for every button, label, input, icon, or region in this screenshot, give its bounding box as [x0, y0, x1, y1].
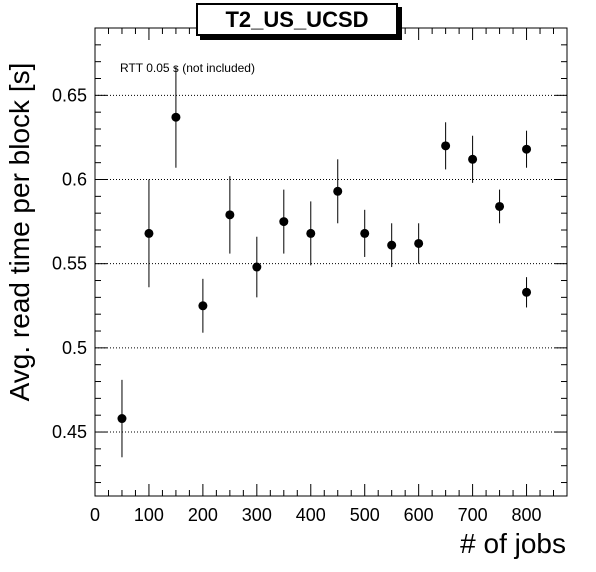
data-point — [360, 228, 370, 238]
x-axis-label: # of jobs — [460, 528, 566, 559]
data-point — [495, 201, 505, 211]
x-tick-label: 600 — [404, 505, 434, 525]
chart-title: T2_US_UCSD — [196, 3, 398, 36]
y-tick-label: 0.6 — [62, 170, 87, 190]
x-tick-label: 800 — [512, 505, 542, 525]
data-point — [522, 287, 532, 297]
data-point — [441, 141, 451, 151]
data-point — [117, 414, 127, 424]
x-tick-label: 400 — [296, 505, 326, 525]
y-tick-label: 0.65 — [52, 85, 87, 105]
data-point — [198, 301, 208, 311]
x-tick-label: 500 — [350, 505, 380, 525]
rtt-annotation: RTT 0.05 s (not included) — [120, 61, 255, 75]
x-tick-label: 200 — [188, 505, 218, 525]
x-tick-label: 100 — [134, 505, 164, 525]
data-point — [171, 112, 181, 122]
plot-frame — [94, 27, 568, 497]
y-tick-label: 0.45 — [52, 422, 87, 442]
data-point — [306, 228, 316, 238]
x-tick-label: 0 — [90, 505, 100, 525]
data-point — [279, 217, 289, 227]
data-point — [144, 228, 154, 238]
y-tick-label: 0.5 — [62, 338, 87, 358]
data-point — [522, 144, 532, 154]
data-point — [468, 154, 478, 164]
x-tick-label: 300 — [242, 505, 272, 525]
x-tick-label: 700 — [458, 505, 488, 525]
data-point — [252, 262, 262, 272]
data-point — [333, 186, 343, 196]
data-point — [414, 238, 424, 248]
y-axis-label: Avg. read time per block [s] — [4, 62, 35, 402]
data-point — [225, 210, 235, 220]
data-point — [387, 240, 397, 250]
y-tick-label: 0.55 — [52, 254, 87, 274]
